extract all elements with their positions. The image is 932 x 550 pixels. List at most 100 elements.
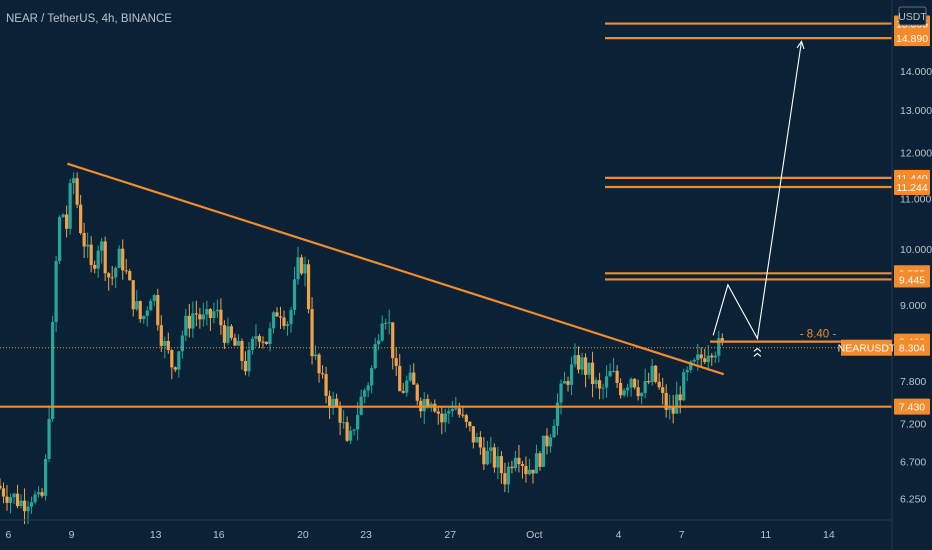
candle-body bbox=[254, 336, 258, 339]
candle-body bbox=[510, 466, 514, 469]
candle-body bbox=[163, 341, 167, 346]
candle-body bbox=[247, 349, 251, 372]
candle-body bbox=[68, 183, 72, 229]
candle-body bbox=[706, 355, 710, 362]
candle-body bbox=[492, 447, 496, 468]
candle-body bbox=[671, 406, 675, 414]
candle-body bbox=[363, 390, 367, 397]
x-tick-label: 20 bbox=[297, 529, 309, 541]
levels-layer bbox=[0, 22, 892, 408]
candle-body bbox=[128, 271, 132, 281]
candle-body bbox=[310, 309, 314, 357]
candle-body bbox=[415, 384, 419, 401]
candle-body bbox=[457, 408, 461, 415]
candle-body bbox=[426, 399, 430, 408]
candle-body bbox=[626, 387, 630, 391]
candle-body bbox=[429, 403, 433, 408]
candle-body bbox=[342, 422, 346, 424]
y-tick-label: 9.000 bbox=[900, 300, 926, 312]
y-tick-label: 12.000 bbox=[900, 148, 932, 160]
candle-body bbox=[187, 315, 191, 329]
candle-body bbox=[117, 248, 121, 268]
candle-body bbox=[499, 456, 503, 474]
candle-body bbox=[180, 335, 184, 352]
candle-body bbox=[468, 421, 472, 427]
candle-body bbox=[394, 358, 398, 366]
candle-body bbox=[443, 413, 447, 423]
candle-body bbox=[324, 374, 328, 396]
level-price-value: 9.445 bbox=[899, 274, 925, 286]
level-price-tag: 14.890 bbox=[894, 30, 930, 47]
candle-body bbox=[380, 323, 384, 341]
y-tick-label: 6.250 bbox=[900, 493, 926, 505]
x-tick-label: 14 bbox=[823, 529, 835, 541]
candle-body bbox=[82, 233, 86, 247]
candle-body bbox=[327, 395, 332, 408]
candle-body bbox=[219, 309, 223, 326]
entry-annotation: - 8.40 - bbox=[800, 329, 837, 341]
candle-body bbox=[696, 354, 700, 360]
candles-layer bbox=[0, 172, 724, 525]
candle-body bbox=[590, 362, 595, 384]
candle-body bbox=[615, 370, 619, 383]
candle-body bbox=[485, 450, 489, 465]
candle-body bbox=[114, 267, 118, 278]
candle-body bbox=[43, 458, 48, 496]
candle-body bbox=[373, 344, 377, 369]
candle-body bbox=[5, 496, 9, 503]
candle-body bbox=[548, 437, 553, 447]
candle-body bbox=[566, 381, 570, 385]
candle-body bbox=[559, 383, 563, 403]
candle-body bbox=[103, 241, 107, 274]
candle-body bbox=[612, 370, 616, 372]
level-price-value: 14.890 bbox=[896, 33, 928, 45]
candle-body bbox=[503, 473, 507, 485]
candle-body bbox=[303, 264, 307, 274]
candle-body bbox=[240, 340, 244, 361]
descending-trendline[interactable] bbox=[66, 162, 725, 376]
candle-body bbox=[40, 492, 44, 496]
candle-body bbox=[520, 464, 525, 466]
candle-body bbox=[699, 354, 703, 359]
x-tick-label: Oct bbox=[526, 529, 542, 541]
candle-body bbox=[285, 324, 290, 326]
candle-body bbox=[138, 301, 142, 320]
candle-body bbox=[1, 488, 6, 497]
candle-body bbox=[320, 373, 325, 375]
candle-body bbox=[636, 387, 640, 397]
candle-body bbox=[668, 406, 672, 410]
candle-body bbox=[15, 493, 20, 507]
candle-body bbox=[538, 453, 542, 467]
candle-body bbox=[278, 316, 283, 318]
candle-body bbox=[226, 326, 230, 343]
level-price-tag-bg bbox=[894, 271, 930, 288]
candle-body bbox=[594, 380, 598, 384]
annotations-layer: - 8.40 - bbox=[66, 40, 837, 376]
candle-body bbox=[703, 358, 707, 362]
candle-body bbox=[26, 506, 30, 512]
x-tick-label: 11 bbox=[760, 529, 771, 541]
candle-body bbox=[36, 492, 41, 495]
double-chevron-icon bbox=[753, 347, 762, 352]
candle-body bbox=[345, 422, 349, 441]
currency-badge-frame bbox=[898, 6, 927, 26]
candle-body bbox=[506, 466, 511, 485]
candle-body bbox=[145, 310, 149, 317]
level-price-tag: 9.445 bbox=[894, 271, 930, 288]
currency-badge[interactable]: USDT bbox=[898, 6, 927, 26]
candle-body bbox=[191, 313, 195, 329]
candle-body bbox=[387, 322, 391, 324]
candle-body bbox=[587, 362, 591, 375]
candle-body bbox=[184, 315, 188, 336]
level-price-tag: 11.244 bbox=[894, 179, 930, 196]
candle-body bbox=[412, 372, 416, 385]
candle-body bbox=[720, 338, 724, 342]
candle-body bbox=[149, 300, 153, 311]
projection-path[interactable] bbox=[712, 41, 803, 341]
candle-body bbox=[296, 257, 300, 280]
candle-body bbox=[366, 385, 370, 391]
candle-body bbox=[450, 408, 454, 412]
